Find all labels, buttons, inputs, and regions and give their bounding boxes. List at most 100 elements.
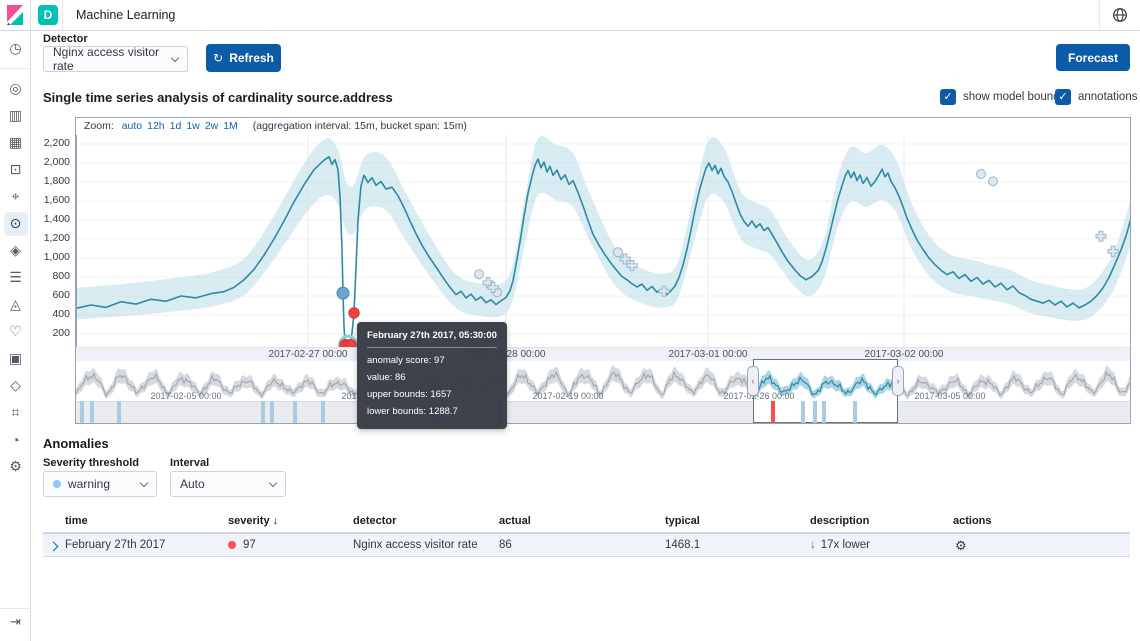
col-header-detector[interactable]: detector [353,515,397,527]
management-icon: ⚙ [9,458,22,474]
annotation-mark[interactable] [80,401,84,423]
anomalies-table: time severity ↓ detector actual typical … [43,512,1130,557]
detector-select[interactable]: Nginx access visitor rate [43,45,188,73]
sidebar-item-discover[interactable]: ◎ [0,75,31,102]
zoom-option-auto[interactable]: auto [121,120,143,132]
annotation-mark[interactable] [321,401,325,423]
row-actions-gear-icon[interactable]: ⚙ [955,538,967,553]
breadcrumb-app-name: Machine Learning [76,8,176,22]
col-header-description[interactable]: description [810,515,870,527]
sort-desc-icon: ↓ [272,515,279,527]
refresh-button-label: Refresh [229,51,274,65]
annotations-label[interactable]: annotations [1078,91,1138,103]
sidebar-nav: ◷ ◎ ▥ ▦ ⊡ ⌖ ⊙ ◈ ☰ ◬ ♡ ▣ ◇ ⌗ ◔ ⚙ ⇥ [0,31,31,641]
y-tick-label: 800 [52,270,70,282]
arrow-down-icon: ↓ [810,539,816,551]
context-tick-label: 2017-02-19 00:00 [532,391,604,401]
severity-threshold-select[interactable]: warning [43,471,157,497]
zoom-option-2w[interactable]: 2w [204,120,219,132]
zoom-option-1w[interactable]: 1w [186,120,200,132]
annotation-mark[interactable] [822,401,826,423]
col-header-typical[interactable]: typical [665,515,700,527]
y-tick-label: 1,000 [43,251,70,263]
annotation-mark[interactable] [270,401,274,423]
critical-severity-dot [228,541,236,549]
col-header-time[interactable]: time [65,515,88,527]
sidebar-item-machine-learning[interactable]: ⊙ [0,210,31,237]
sidebar-item-dev-tools[interactable]: ⌗ [0,399,31,426]
sidebar-item-infrastructure[interactable]: ◈ [0,237,31,264]
forecast-button[interactable]: Forecast [1056,44,1130,71]
severity-threshold-label: Severity threshold [43,457,139,469]
timeseries-chart: Zoom: auto 12h 1d 1w 2w 1M (aggregation inter… [75,117,1131,424]
brush-handle-right[interactable]: › [892,366,904,396]
annotation-mark[interactable] [813,401,817,423]
interval-value: Auto [180,477,205,491]
annotation-mark[interactable] [90,401,94,423]
stack-monitoring-icon: ◔ [11,431,20,448]
brush-handle-left[interactable]: ‹ [747,366,759,396]
table-row[interactable]: February 27th 2017 97 Nginx access visit… [43,533,1130,557]
sidebar-item-stack-monitoring[interactable]: ◔ [0,426,31,453]
cell-actual: 86 [499,539,512,551]
space-badge[interactable]: D [38,5,58,25]
sidebar-item-apm[interactable]: ◬ [0,291,31,318]
annotation-mark[interactable] [801,401,805,423]
chevron-down-icon [268,478,278,488]
context-tick-label: 2017-02-26 00:00 [723,391,795,401]
annotation-mark[interactable] [293,401,297,423]
annotations-checkbox[interactable]: ✓ [1055,89,1071,105]
x-tick-label: 2017-03-02 00:00 [864,349,944,360]
canvas-icon: ⊡ [9,161,22,177]
annotation-mark[interactable] [261,401,265,423]
dashboard-icon: ▦ [8,134,23,150]
main-plot[interactable] [76,135,1130,347]
annotation-mark[interactable] [853,401,857,423]
col-header-actions: actions [953,515,992,527]
interval-select[interactable]: Auto [170,471,286,497]
tooltip-line: lower bounds: 1288.7 [367,406,458,417]
dev-tools-icon: ⌗ [11,404,20,420]
annotation-mark[interactable] [117,401,121,423]
sidebar-item-recently-viewed[interactable]: ◷ [0,35,31,62]
col-header-severity[interactable]: severity ↓ [228,515,279,527]
y-tick-label: 400 [52,308,70,320]
detector-select-value: Nginx access visitor rate [53,45,160,73]
sidebar-item-visualize[interactable]: ▥ [0,102,31,129]
refresh-button[interactable]: ↻ Refresh [206,44,281,72]
sidebar-item-siem[interactable]: ▣ [0,345,31,372]
chevron-right-icon[interactable] [48,541,59,552]
sidebar-item-canvas[interactable]: ⊡ [0,156,31,183]
annotations-swimlane[interactable] [76,401,1130,423]
anomaly-mark[interactable] [771,401,775,423]
collapse-navigation-button[interactable]: ⇥ [0,608,31,635]
logs-icon: ☰ [9,269,22,285]
sidebar-item-uptime[interactable]: ♡ [0,318,31,345]
y-tick-label: 1,400 [43,213,70,225]
cell-severity: 97 [228,539,256,551]
page-title: Single time series analysis of cardinali… [43,90,393,105]
zoom-option-1M[interactable]: 1M [223,120,238,132]
aggregation-note: (aggregation interval: 15m, bucket span:… [252,120,467,132]
chevron-down-icon [139,478,149,488]
zoom-option-1d[interactable]: 1d [169,120,182,132]
tooltip-line: value: 86 [367,372,406,383]
model-bounds-checkbox[interactable]: ✓ [940,89,956,105]
kibana-logo[interactable] [0,0,31,30]
globe-icon[interactable] [1112,7,1128,23]
cell-detector: Nginx access visitor rate [353,539,478,551]
sidebar-item-maps[interactable]: ⌖ [0,183,31,210]
sidebar-item-management[interactable]: ⚙ [0,453,31,480]
zoom-option-12h[interactable]: 12h [147,120,165,132]
y-tick-label: 1,800 [43,175,70,187]
y-tick-label: 2,200 [43,137,70,149]
sidebar-item-dashboard[interactable]: ▦ [0,129,31,156]
siem-icon: ▣ [8,350,23,366]
y-tick-label: 600 [52,289,70,301]
cell-typical: 1468.1 [665,539,701,551]
col-header-actual[interactable]: actual [499,515,531,527]
model-bounds-label[interactable]: show model bounds [963,91,1066,103]
sidebar-item-graph[interactable]: ◇ [0,372,31,399]
x-tick-label: 2017-02-27 00:00 [268,349,348,360]
sidebar-item-logs[interactable]: ☰ [0,264,31,291]
